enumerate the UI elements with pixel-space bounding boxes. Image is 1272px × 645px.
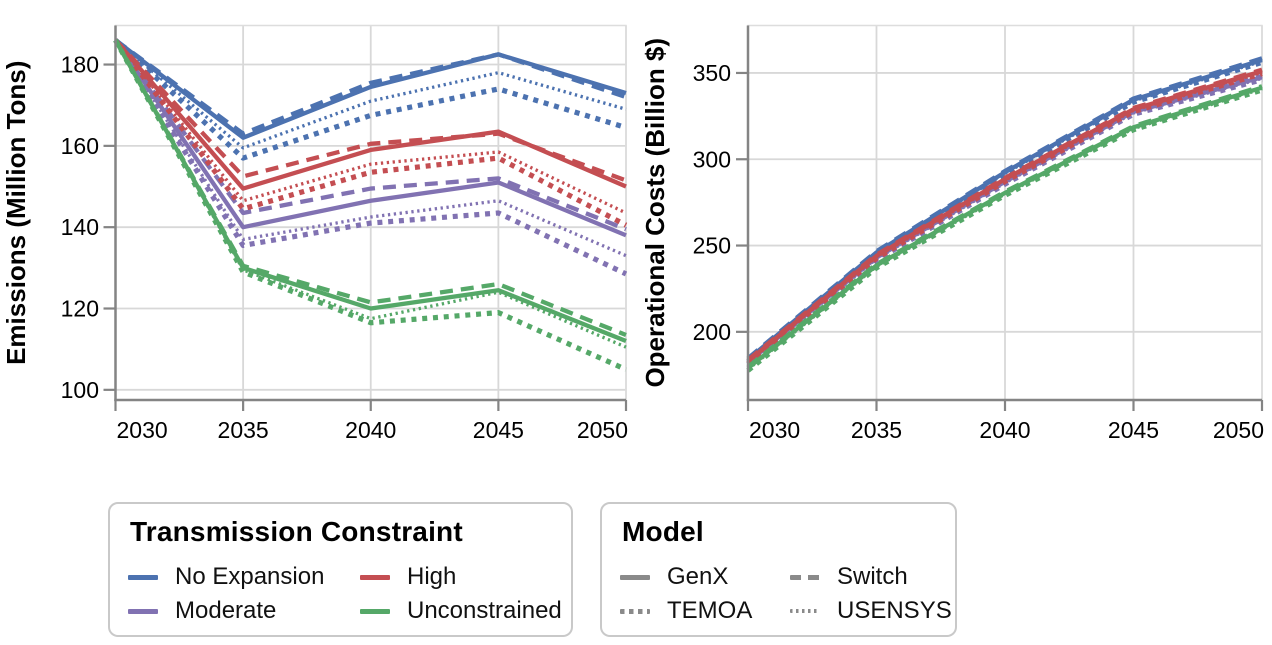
legend-label: Unconstrained <box>407 597 562 624</box>
x-tick-label: 2045 <box>473 417 524 443</box>
line-swatch-solid-icon <box>620 574 650 580</box>
x-tick-label: 2050 <box>577 417 628 443</box>
y-tick-label: 300 <box>693 146 731 172</box>
y-tick-label: 180 <box>61 52 99 78</box>
series-high-switch <box>113 38 627 183</box>
legend-item-genx: GenX <box>620 563 790 591</box>
series-high-temoa <box>113 38 628 228</box>
x-tick-label: 2045 <box>1108 417 1159 443</box>
series-moderate-switch <box>113 38 627 232</box>
legend-items: GenX TEMOA Switch USENSYS <box>620 560 952 628</box>
charts-canvas: 2030 2035 2040 2045 2050 100 120 140 160 180 Emiss… <box>1 24 1264 443</box>
legend-label: Switch <box>837 563 908 590</box>
y-tick-label: 200 <box>693 319 731 345</box>
legend-label: TEMOA <box>667 597 753 624</box>
y-tick-label: 350 <box>693 60 731 86</box>
line-swatch-dotted-icon <box>620 608 650 614</box>
line-swatch-no-expansion-icon <box>128 574 158 580</box>
x-tick-label: 2040 <box>345 417 396 443</box>
series-unconstrained-switch <box>113 39 627 337</box>
line-swatch-unconstrained-icon <box>360 608 390 614</box>
y-axis-title: Emissions (Million Tons) <box>1 61 31 365</box>
legend-transmission-constraint: Transmission Constraint No Expansion Mod… <box>108 502 573 637</box>
y-tick-label: 160 <box>61 133 99 159</box>
legend-item-no-expansion: No Expansion <box>128 563 360 591</box>
line-swatch-moderate-icon <box>128 608 158 614</box>
legend-label: Moderate <box>175 597 277 624</box>
line-swatch-fine-dotted-icon <box>790 609 820 613</box>
legend-item-usensys: USENSYS <box>790 597 952 625</box>
legend-item-high: High <box>360 563 562 591</box>
legend-label: No Expansion <box>175 563 325 590</box>
panel-emissions: 2030 2035 2040 2045 2050 100 120 140 160 180 Emiss… <box>1 24 628 443</box>
legend-label: High <box>407 563 457 590</box>
legend-label: USENSYS <box>837 597 952 624</box>
y-tick-label: 120 <box>61 296 99 322</box>
legend-item-switch: Switch <box>790 563 952 591</box>
x-tick-label: 2040 <box>979 417 1030 443</box>
legend-item-temoa: TEMOA <box>620 597 790 625</box>
series-no-expansion-switch <box>114 38 627 136</box>
series-high-switch <box>746 67 1263 362</box>
series-no-expansion-usensys <box>114 38 627 150</box>
legend-label: GenX <box>667 563 729 590</box>
series-moderate-genx <box>113 38 627 238</box>
legend-title-transmission-constraint: Transmission Constraint <box>130 516 463 547</box>
y-axis-title: Operational Costs (Billion $) <box>640 38 670 388</box>
x-tick-label: 2035 <box>851 417 902 443</box>
y-tick-label: 250 <box>693 233 731 259</box>
legend-items: No Expansion Moderate High Unconstrained <box>128 560 562 628</box>
y-tick-label: 140 <box>61 214 99 240</box>
line-swatch-high-icon <box>360 574 390 580</box>
series-moderate-usensys <box>114 39 627 258</box>
line-swatch-dashed-icon <box>790 574 820 580</box>
series-no-expansion-switch <box>746 56 1263 360</box>
x-tick-label: 2035 <box>218 417 269 443</box>
legend-title-model: Model <box>622 516 704 547</box>
x-tick-label: 2030 <box>117 417 168 443</box>
x-tick-label: 2050 <box>1213 417 1264 443</box>
series-unconstrained-switch <box>746 84 1263 369</box>
legend-model: Model GenX TEMOA Switch USENSYS <box>600 502 957 637</box>
legend-item-unconstrained: Unconstrained <box>360 597 562 625</box>
legend-item-moderate: Moderate <box>128 597 360 625</box>
x-tick-label: 2030 <box>749 417 800 443</box>
y-tick-label: 100 <box>61 377 99 403</box>
panel-costs: 2030 2035 2040 2045 2050 200 250 300 350 Operatio… <box>640 24 1264 443</box>
series-high-usensys <box>114 39 627 215</box>
series-moderate-temoa <box>113 38 628 277</box>
